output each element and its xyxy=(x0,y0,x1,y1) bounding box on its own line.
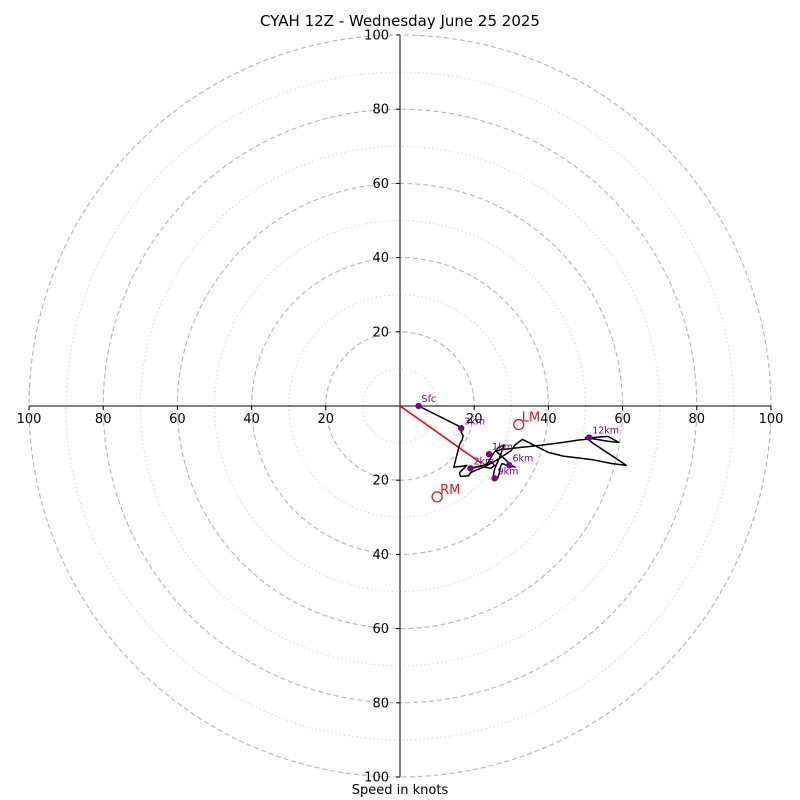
x-tick-label: 20 xyxy=(318,412,335,427)
height-label: 12km xyxy=(592,426,619,437)
height-marker xyxy=(586,434,593,441)
height-marker xyxy=(458,425,465,432)
storm-motion-label: RM xyxy=(440,483,460,498)
y-tick-label: 80 xyxy=(372,696,389,711)
height-label: 9km xyxy=(498,466,519,477)
height-label: 6km xyxy=(512,453,533,464)
x-tick-label: 60 xyxy=(614,412,631,427)
y-tick-label: 80 xyxy=(372,103,389,118)
height-marker xyxy=(491,475,498,482)
storm-motion-marker xyxy=(431,491,443,503)
y-tick-label: 100 xyxy=(364,771,389,786)
height-label: 3km xyxy=(464,416,485,427)
height-label: Sfc xyxy=(422,394,437,405)
storm-motion-label: LM xyxy=(522,411,540,426)
storm-motion-marker xyxy=(513,418,525,431)
x-tick-label: 20 xyxy=(466,412,483,427)
x-tick-label: 40 xyxy=(243,412,260,427)
y-tick-label: 60 xyxy=(372,177,389,192)
y-tick-label: 20 xyxy=(372,325,389,340)
height-marker xyxy=(415,402,422,410)
height-marker xyxy=(467,465,474,472)
y-tick-label: 100 xyxy=(364,29,389,44)
y-tick-label: 40 xyxy=(372,251,389,266)
height-label: 2km xyxy=(473,456,494,467)
x-tick-label: 60 xyxy=(169,412,186,427)
y-tick-label: 60 xyxy=(372,622,389,637)
chart-title: CYAH 12Z - Wednesday June 25 2025 xyxy=(260,12,540,30)
shear-vector xyxy=(399,405,483,465)
x-axis-label: Speed in knots xyxy=(351,783,449,798)
y-tick-label: 40 xyxy=(372,548,389,563)
x-tick-label: 40 xyxy=(540,412,557,427)
y-tick-label: 20 xyxy=(372,474,389,489)
height-marker xyxy=(485,451,493,458)
x-tick-label: 100 xyxy=(17,412,42,427)
height-label: 1km xyxy=(492,442,513,453)
x-tick-label: 100 xyxy=(759,412,784,427)
height-marker xyxy=(506,462,513,469)
x-tick-label: 80 xyxy=(95,412,112,427)
x-tick-label: 80 xyxy=(689,412,706,427)
